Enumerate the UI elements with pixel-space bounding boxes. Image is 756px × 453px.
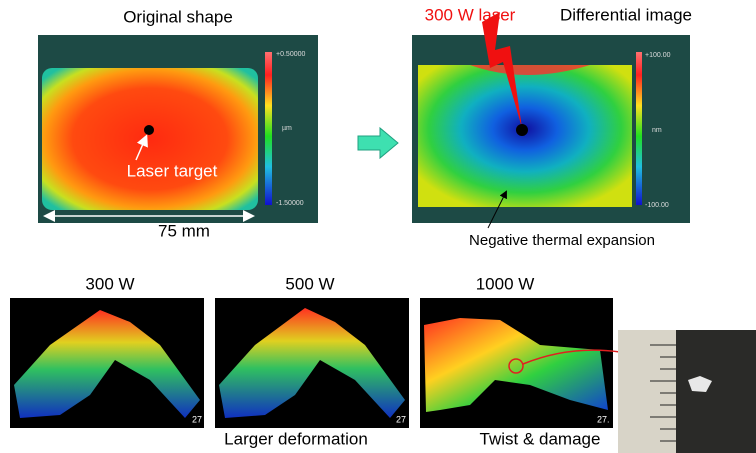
panel-title: Differential image	[560, 5, 692, 24]
panel-title: Original shape	[123, 7, 233, 26]
colorbar	[265, 52, 272, 205]
colorbar-min: -1.50000	[276, 200, 304, 207]
colorbar-unit: nm	[652, 127, 662, 134]
plot-title: 500 W	[285, 274, 334, 293]
heatmap	[42, 68, 258, 210]
colorbar-unit: µm	[282, 125, 292, 132]
caption: Twist & damage	[480, 429, 601, 448]
figure-canvas: Original shape +0.50000 µm -1.50000 Lase…	[0, 0, 756, 453]
colorbar-max: +100.00	[645, 52, 671, 59]
heatmap	[418, 65, 632, 207]
ruler	[618, 330, 676, 453]
laser-target-dot	[144, 125, 154, 135]
plot-300w: 300 W 27	[10, 274, 204, 428]
plot-title: 1000 W	[476, 274, 535, 293]
damage-photo	[618, 330, 756, 453]
axis-label: 27	[192, 414, 202, 424]
plot-500w: 500 W 27	[215, 274, 409, 428]
colorbar-min: -100.00	[645, 202, 669, 209]
plot-title: 300 W	[85, 274, 134, 293]
annotation: Negative thermal expansion	[469, 232, 655, 249]
colorbar	[636, 52, 642, 205]
laser-power-label: 300 W laser	[425, 5, 516, 24]
laser-target-label: Laser target	[127, 161, 218, 180]
figure: Original shape +0.50000 µm -1.50000 Lase…	[0, 0, 756, 453]
caption: Larger deformation	[224, 429, 368, 448]
scale-label: 75 mm	[158, 221, 210, 240]
laser-spot	[516, 124, 528, 136]
arrow	[358, 128, 398, 158]
colorbar-max: +0.50000	[276, 51, 305, 58]
axis-label: 27.	[597, 414, 610, 424]
axis-label: 27	[396, 414, 406, 424]
